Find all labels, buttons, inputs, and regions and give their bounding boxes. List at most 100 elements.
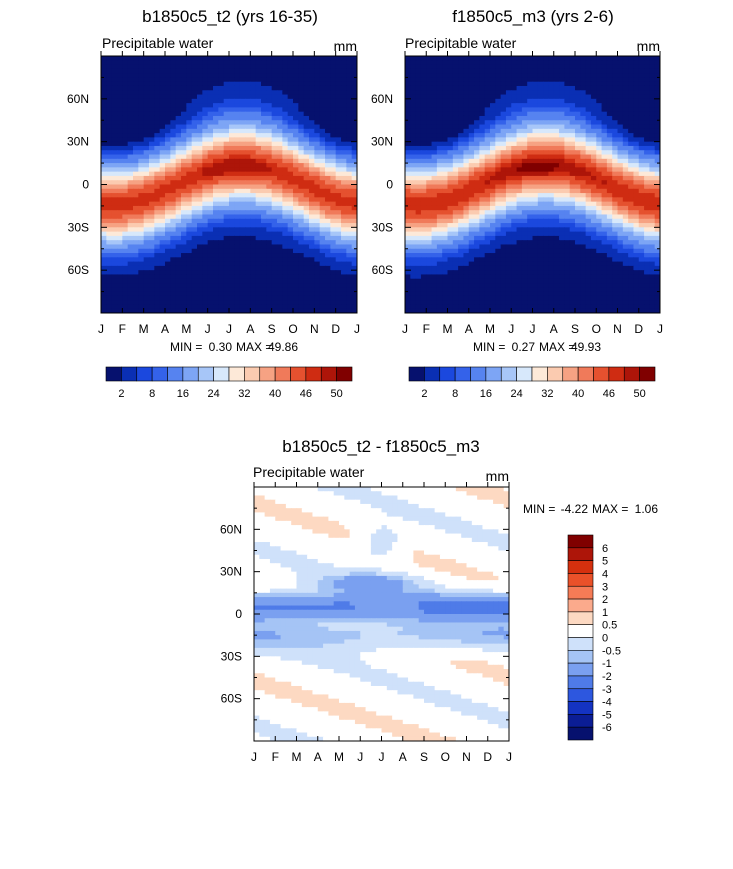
- field-cell: [261, 197, 267, 203]
- field-cell: [479, 175, 486, 181]
- field-cell: [117, 154, 123, 160]
- field-cell: [516, 227, 523, 233]
- field-cell: [111, 291, 118, 297]
- field-cell: [543, 163, 550, 168]
- field-cell: [117, 171, 123, 177]
- field-cell: [458, 145, 465, 151]
- field-cell: [463, 193, 470, 198]
- field-cell: [229, 103, 235, 108]
- field-cell: [426, 103, 433, 108]
- field-cell: [638, 77, 645, 83]
- field-cell: [223, 257, 230, 263]
- field-cell: [559, 175, 565, 181]
- field-cell: [213, 270, 219, 276]
- field-cell: [511, 184, 518, 190]
- field-cell: [628, 120, 635, 126]
- field-cell: [474, 64, 480, 70]
- field-cell: [442, 98, 449, 104]
- field-cell: [175, 90, 182, 96]
- field-cell: [628, 184, 635, 190]
- field-cell: [170, 184, 177, 190]
- field-cell: [234, 103, 241, 108]
- field-cell: [596, 107, 603, 113]
- field-cell: [122, 223, 129, 228]
- field-cell: [287, 193, 294, 198]
- field-cell: [527, 141, 534, 147]
- field-cell: [479, 137, 486, 143]
- field-cell: [458, 103, 465, 108]
- field-cell: [447, 218, 454, 224]
- field-cell: [479, 163, 486, 168]
- field-cell: [138, 111, 145, 117]
- field-cell: [223, 141, 230, 147]
- field-cell: [569, 210, 576, 216]
- field-cell: [255, 214, 262, 220]
- field-cell: [474, 128, 480, 134]
- field-cell: [580, 81, 587, 87]
- field-cell: [202, 107, 209, 113]
- field-cell: [293, 115, 299, 121]
- field-cell: [255, 73, 262, 79]
- field-cell: [298, 240, 305, 246]
- field-cell: [351, 98, 357, 104]
- field-cell: [617, 120, 624, 126]
- field-cell: [532, 103, 539, 108]
- field-cell: [111, 188, 118, 194]
- field-cell: [191, 175, 198, 181]
- field-cell: [218, 300, 225, 306]
- field-cell: [149, 167, 155, 173]
- field-cell: [463, 227, 470, 233]
- field-cell: [106, 175, 113, 181]
- field-cell: [628, 171, 635, 177]
- field-cell: [638, 107, 645, 113]
- field-cell: [213, 227, 219, 233]
- field-cell: [245, 77, 251, 83]
- field-cell: [590, 150, 597, 156]
- field-cell: [601, 167, 608, 173]
- field-cell: [431, 56, 438, 61]
- field-cell: [559, 141, 565, 147]
- field-cell: [143, 210, 150, 216]
- field-cell: [410, 180, 417, 186]
- field-cell: [314, 120, 321, 126]
- field-cell: [415, 210, 422, 216]
- field-cell: [585, 163, 592, 168]
- field-cell: [111, 141, 118, 147]
- field-cell: [527, 124, 534, 130]
- field-cell: [426, 158, 433, 164]
- field-cell: [111, 124, 118, 130]
- field-cell: [314, 90, 321, 96]
- field-cell: [202, 150, 209, 156]
- field-cell: [106, 85, 113, 91]
- field-cell: [303, 77, 310, 83]
- field-cell: [261, 214, 267, 220]
- field-cell: [133, 90, 139, 96]
- field-cell: [575, 128, 581, 134]
- field-cell: [500, 210, 507, 216]
- field-cell: [612, 64, 619, 70]
- field-cell: [255, 111, 262, 117]
- field-cell: [606, 184, 613, 190]
- field-cell: [601, 85, 608, 91]
- field-cell: [431, 137, 438, 143]
- field-cell: [330, 283, 337, 288]
- field-cell: [261, 120, 267, 126]
- field-cell: [127, 167, 134, 173]
- field-cell: [250, 244, 257, 250]
- field-cell: [277, 77, 283, 83]
- field-cell: [569, 180, 576, 186]
- field-cell: [250, 90, 257, 96]
- field-cell: [335, 128, 342, 134]
- field-cell: [590, 128, 597, 134]
- field-cell: [442, 201, 449, 207]
- field-cell: [325, 85, 331, 91]
- field-cell: [447, 107, 454, 113]
- field-cell: [622, 107, 629, 113]
- field-cell: [484, 133, 491, 138]
- field-cell: [245, 141, 251, 147]
- field-cell: [335, 158, 342, 164]
- field-cell: [649, 197, 656, 203]
- field-cell: [202, 98, 209, 104]
- field-cell: [170, 111, 177, 117]
- field-cell: [197, 227, 203, 233]
